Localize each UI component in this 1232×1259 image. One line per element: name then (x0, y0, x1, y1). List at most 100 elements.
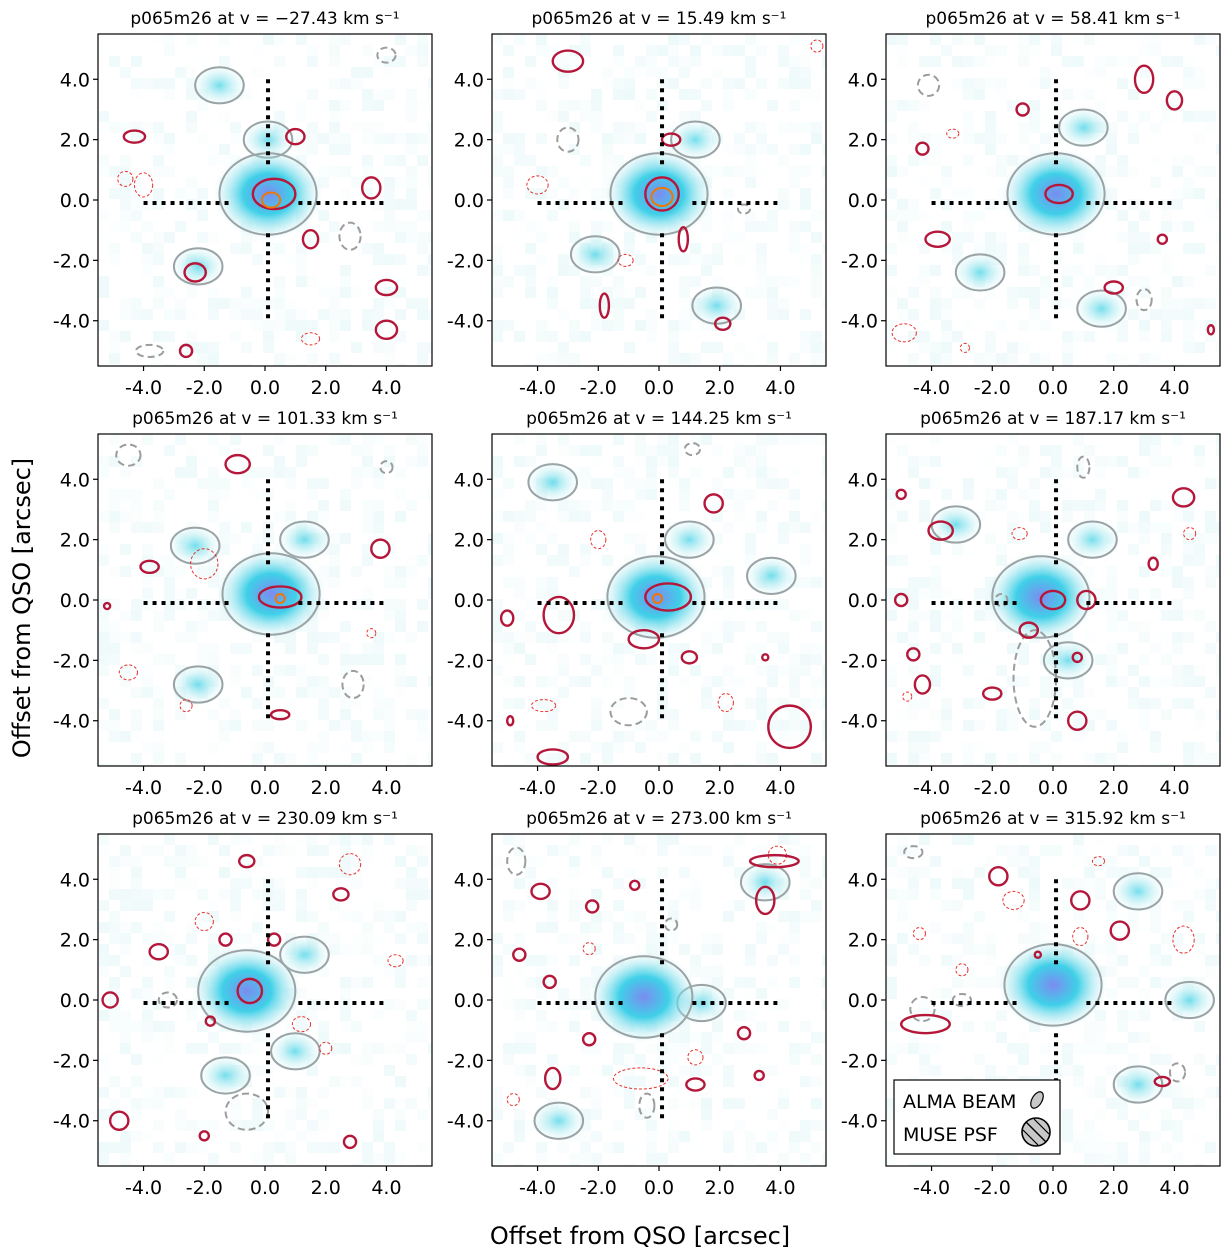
muse-noise-pixel (109, 911, 120, 922)
panel-4: -4.0 -2.0 0.0 2.0 4.04.02.00.0-2.0-4.0p065m2… (53, 409, 433, 799)
muse-noise-pixel (164, 764, 175, 766)
muse-noise-pixel (1117, 977, 1128, 988)
muse-emission-blob (531, 1099, 587, 1142)
muse-noise-pixel (109, 166, 120, 177)
muse-noise-pixel (547, 643, 558, 654)
muse-noise-pixel (811, 687, 822, 698)
muse-noise-pixel (1139, 698, 1150, 709)
muse-noise-pixel (690, 89, 701, 100)
muse-noise-pixel (503, 467, 514, 478)
muse-noise-pixel (1029, 1054, 1040, 1065)
muse-noise-pixel (417, 922, 428, 933)
muse-noise-pixel (175, 856, 186, 867)
muse-noise-pixel (373, 933, 384, 944)
muse-noise-pixel (679, 111, 690, 122)
muse-noise-pixel (296, 111, 307, 122)
muse-noise-pixel (963, 89, 974, 100)
muse-noise-pixel (1095, 709, 1106, 720)
muse-noise-pixel (1117, 155, 1128, 166)
muse-noise-pixel (822, 353, 826, 364)
muse-noise-pixel (996, 320, 1007, 331)
muse-noise-pixel (1029, 511, 1040, 522)
muse-noise-pixel (109, 999, 120, 1010)
muse-noise-pixel (690, 1065, 701, 1076)
muse-noise-pixel (428, 999, 432, 1010)
muse-noise-pixel (756, 287, 767, 298)
muse-noise-pixel (930, 878, 941, 889)
muse-noise-pixel (1139, 34, 1150, 45)
muse-noise-pixel (613, 764, 624, 766)
muse-noise-pixel (558, 199, 569, 210)
muse-noise-pixel (175, 188, 186, 199)
muse-noise-pixel (1183, 298, 1194, 309)
muse-noise-pixel (131, 199, 142, 210)
muse-noise-pixel (1150, 434, 1161, 445)
muse-noise-pixel (897, 445, 908, 456)
muse-noise-pixel (1194, 889, 1205, 900)
alma-contour (102, 601, 112, 611)
muse-noise-pixel (941, 177, 952, 188)
muse-noise-pixel (98, 1142, 109, 1153)
y-tick-label: 4.0 (60, 869, 90, 891)
muse-noise-pixel (514, 999, 525, 1010)
muse-noise-pixel (492, 1142, 503, 1153)
muse-noise-pixel (985, 764, 996, 766)
muse-noise-pixel (591, 364, 602, 366)
muse-noise-pixel (1139, 632, 1150, 643)
muse-noise-pixel (1183, 221, 1194, 232)
muse-noise-pixel (756, 687, 767, 698)
muse-noise-pixel (635, 254, 646, 265)
muse-noise-pixel (941, 988, 952, 999)
muse-noise-pixel (340, 1010, 351, 1021)
muse-noise-pixel (1007, 1065, 1018, 1076)
muse-noise-pixel (109, 456, 120, 467)
muse-noise-pixel (930, 254, 941, 265)
muse-noise-pixel (1194, 445, 1205, 456)
muse-noise-pixel (1216, 933, 1220, 944)
muse-noise-pixel (120, 944, 131, 955)
muse-noise-pixel (428, 1098, 432, 1109)
muse-noise-pixel (175, 434, 186, 445)
muse-noise-pixel (778, 933, 789, 944)
muse-noise-pixel (591, 56, 602, 67)
muse-noise-pixel (1051, 298, 1062, 309)
muse-noise-pixel (208, 478, 219, 489)
muse-noise-pixel (558, 742, 569, 753)
muse-noise-pixel (1062, 500, 1073, 511)
muse-noise-pixel (241, 878, 252, 889)
muse-noise-pixel (186, 467, 197, 478)
muse-noise-pixel (908, 309, 919, 320)
muse-noise-pixel (362, 89, 373, 100)
muse-noise-pixel (952, 933, 963, 944)
muse-noise-pixel (514, 577, 525, 588)
muse-noise-pixel (285, 478, 296, 489)
muse-noise-pixel (1040, 511, 1051, 522)
muse-noise-pixel (679, 889, 690, 900)
muse-emission-blob (170, 663, 226, 706)
muse-noise-pixel (635, 720, 646, 731)
muse-noise-pixel (503, 1142, 514, 1153)
muse-noise-pixel (318, 1021, 329, 1032)
muse-noise-pixel (525, 654, 536, 665)
alma-contour (543, 1066, 562, 1091)
muse-noise-pixel (296, 133, 307, 144)
muse-noise-pixel (164, 78, 175, 89)
alma-negative-contour (664, 917, 679, 932)
alma-low-contour (133, 172, 154, 198)
muse-noise-pixel (1139, 720, 1150, 731)
muse-noise-pixel (351, 1021, 362, 1032)
muse-noise-pixel (591, 199, 602, 210)
muse-noise-pixel (131, 731, 142, 742)
muse-noise-pixel (329, 687, 340, 698)
muse-noise-pixel (1084, 566, 1095, 577)
y-tick-label: 0.0 (454, 990, 484, 1012)
muse-noise-pixel (1150, 977, 1161, 988)
muse-noise-pixel (1095, 654, 1106, 665)
muse-noise-pixel (307, 1153, 318, 1164)
muse-noise-pixel (417, 489, 428, 500)
muse-noise-pixel (1161, 834, 1172, 845)
muse-noise-pixel (591, 1131, 602, 1142)
panel-title: p065m26 at v = 144.25 km s⁻¹ (526, 409, 792, 429)
muse-noise-pixel (362, 45, 373, 56)
muse-noise-pixel (1172, 511, 1183, 522)
